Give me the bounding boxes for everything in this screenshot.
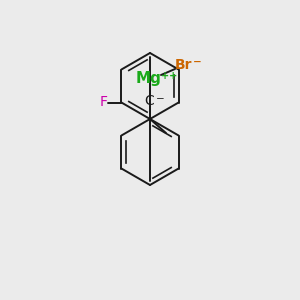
Text: −: − — [193, 57, 202, 67]
Text: F: F — [99, 95, 107, 110]
Text: ++: ++ — [161, 71, 177, 81]
Text: Mg: Mg — [136, 71, 162, 86]
Text: C: C — [144, 94, 154, 108]
Text: −: − — [155, 94, 164, 104]
Text: Br: Br — [174, 58, 192, 72]
